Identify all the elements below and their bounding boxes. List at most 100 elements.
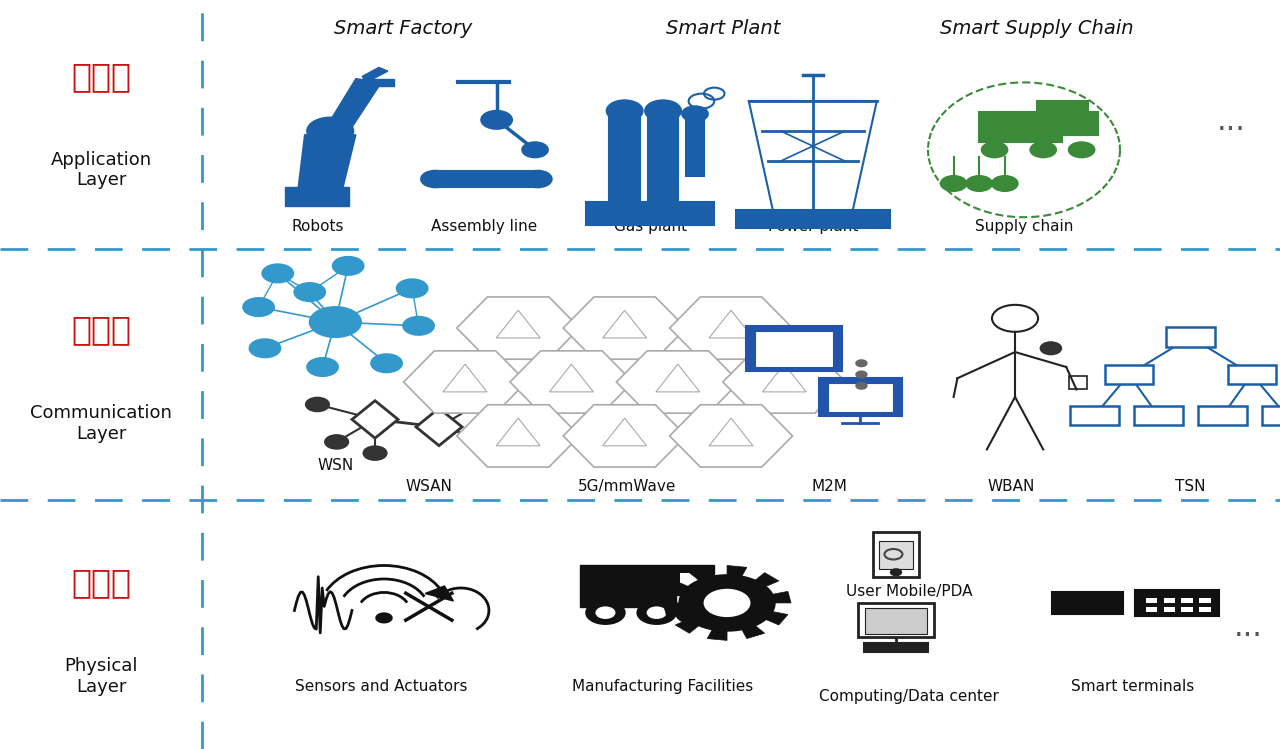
Circle shape (325, 435, 348, 449)
Circle shape (466, 398, 489, 411)
Circle shape (645, 100, 681, 121)
Polygon shape (742, 625, 764, 639)
FancyBboxPatch shape (680, 573, 705, 588)
Circle shape (307, 358, 338, 376)
Polygon shape (371, 79, 394, 86)
Polygon shape (676, 619, 699, 633)
Text: ...: ... (1217, 107, 1245, 136)
FancyBboxPatch shape (873, 532, 919, 577)
FancyBboxPatch shape (1070, 406, 1119, 425)
Text: ...: ... (1234, 360, 1262, 389)
Text: 通信层: 通信层 (72, 313, 131, 346)
FancyBboxPatch shape (1062, 112, 1098, 135)
Polygon shape (563, 404, 686, 467)
FancyBboxPatch shape (858, 603, 934, 637)
Polygon shape (723, 351, 846, 413)
Text: Smart terminals: Smart terminals (1071, 679, 1194, 694)
FancyBboxPatch shape (1052, 592, 1123, 614)
Text: Power plant: Power plant (768, 219, 858, 234)
Circle shape (992, 176, 1018, 191)
Polygon shape (509, 351, 632, 413)
Polygon shape (403, 351, 526, 413)
Polygon shape (298, 135, 356, 187)
Polygon shape (773, 592, 791, 603)
Text: Gas plant: Gas plant (613, 219, 687, 234)
Circle shape (648, 607, 666, 618)
FancyBboxPatch shape (1262, 406, 1280, 425)
Circle shape (637, 601, 676, 624)
Text: 应用层: 应用层 (72, 60, 131, 93)
Text: Manufacturing Facilities: Manufacturing Facilities (572, 679, 754, 694)
FancyBboxPatch shape (609, 112, 640, 210)
Circle shape (966, 176, 992, 191)
FancyBboxPatch shape (1105, 365, 1153, 384)
Polygon shape (663, 603, 681, 614)
Circle shape (686, 607, 704, 618)
FancyBboxPatch shape (755, 331, 833, 367)
FancyBboxPatch shape (1164, 607, 1175, 612)
FancyBboxPatch shape (1181, 598, 1193, 603)
FancyBboxPatch shape (879, 541, 913, 569)
Polygon shape (669, 404, 792, 467)
Polygon shape (457, 297, 580, 360)
Text: Smart Plant: Smart Plant (666, 19, 781, 38)
Polygon shape (416, 408, 462, 446)
Circle shape (403, 317, 434, 335)
FancyBboxPatch shape (686, 116, 704, 176)
FancyBboxPatch shape (1164, 598, 1175, 603)
Circle shape (376, 613, 392, 622)
Text: WSAN: WSAN (406, 479, 452, 494)
Polygon shape (352, 401, 398, 438)
Circle shape (941, 176, 966, 191)
FancyBboxPatch shape (1146, 607, 1157, 612)
Text: Smart Factory: Smart Factory (334, 19, 472, 38)
Text: Assembly line: Assembly line (430, 219, 538, 234)
FancyBboxPatch shape (1198, 406, 1247, 425)
Text: Sensors and Actuators: Sensors and Actuators (296, 679, 467, 694)
Text: ...: ... (1234, 613, 1262, 642)
Polygon shape (324, 79, 381, 131)
FancyBboxPatch shape (586, 202, 714, 225)
FancyBboxPatch shape (1166, 327, 1215, 347)
Polygon shape (285, 187, 349, 206)
Circle shape (891, 569, 901, 575)
Text: Smart Supply Chain: Smart Supply Chain (940, 19, 1134, 38)
Polygon shape (362, 67, 388, 82)
FancyBboxPatch shape (865, 608, 927, 634)
Circle shape (596, 607, 614, 618)
Circle shape (1030, 142, 1056, 157)
FancyBboxPatch shape (828, 383, 893, 412)
Polygon shape (617, 351, 740, 413)
Circle shape (704, 590, 750, 616)
Text: WBAN: WBAN (987, 479, 1036, 494)
Circle shape (522, 142, 548, 157)
Circle shape (310, 307, 361, 337)
FancyBboxPatch shape (979, 112, 1062, 142)
FancyBboxPatch shape (1037, 101, 1088, 135)
Polygon shape (666, 581, 689, 594)
Circle shape (481, 111, 512, 129)
Polygon shape (669, 297, 792, 360)
Text: User Mobile/PDA: User Mobile/PDA (846, 584, 972, 599)
Polygon shape (727, 565, 746, 576)
Polygon shape (755, 573, 778, 586)
FancyBboxPatch shape (648, 112, 678, 210)
Text: TSN: TSN (1175, 479, 1206, 494)
FancyBboxPatch shape (1228, 365, 1276, 384)
Polygon shape (708, 630, 727, 640)
Circle shape (676, 601, 714, 624)
FancyBboxPatch shape (435, 171, 538, 187)
Circle shape (306, 398, 329, 411)
FancyBboxPatch shape (736, 210, 890, 228)
Text: Physical
Layer: Physical Layer (64, 657, 138, 696)
FancyBboxPatch shape (746, 326, 842, 371)
Circle shape (586, 601, 625, 624)
Polygon shape (690, 567, 712, 580)
FancyBboxPatch shape (1146, 598, 1157, 603)
Polygon shape (580, 565, 676, 607)
Polygon shape (680, 575, 776, 631)
Circle shape (307, 118, 353, 145)
Circle shape (243, 298, 274, 316)
Circle shape (364, 446, 387, 460)
Circle shape (485, 435, 508, 449)
